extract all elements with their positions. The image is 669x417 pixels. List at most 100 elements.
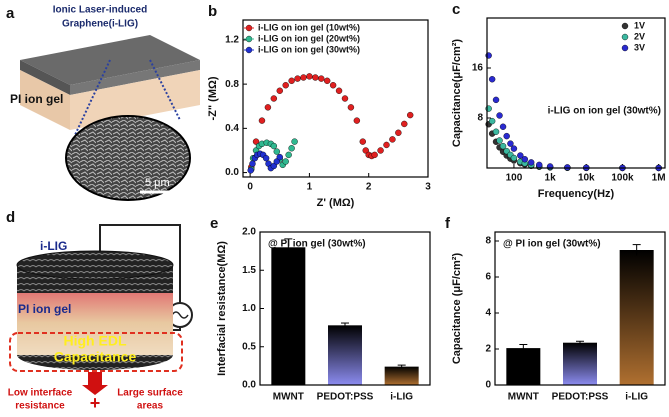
bar xyxy=(563,342,597,385)
legend-label: 3V xyxy=(634,42,645,52)
data-point xyxy=(359,138,366,145)
zoom-line xyxy=(149,59,181,121)
data-point xyxy=(300,74,307,81)
panel-label: e xyxy=(210,215,218,232)
x-axis-label: Frequency(Hz) xyxy=(538,188,615,200)
y-tick-label: 0.8 xyxy=(225,79,239,90)
y-axis-label: Capacitance (μF/cm²) xyxy=(451,253,463,365)
data-point xyxy=(249,160,256,167)
data-point xyxy=(273,148,280,155)
plot-frame xyxy=(494,231,666,386)
data-point xyxy=(401,120,408,128)
data-point xyxy=(288,77,295,85)
y-tick-label: 8 xyxy=(477,113,483,124)
highlight-text: High EDL xyxy=(64,333,127,349)
panel-a: a Ionic Laser-induced Graphene(i-LIG) PI… xyxy=(6,5,200,201)
y-tick-label: 0.0 xyxy=(242,380,256,391)
legend-label: 2V xyxy=(634,31,645,41)
note: resistance xyxy=(15,401,65,412)
data-point xyxy=(527,159,535,166)
annotation: @ PI ion gel (30wt%) xyxy=(503,239,601,250)
legend-label: i-LIG on ion gel (30wt%) xyxy=(258,44,360,54)
data-point xyxy=(496,112,503,119)
x-tick-label: MWNT xyxy=(508,392,539,403)
data-point xyxy=(252,138,260,145)
bar xyxy=(328,325,362,385)
data-point xyxy=(282,158,289,165)
bar xyxy=(619,250,654,385)
data-point xyxy=(276,87,283,94)
y-tick-label: 1.0 xyxy=(242,303,256,314)
y-tick-label: 16 xyxy=(472,63,484,74)
x-tick-label: 2 xyxy=(366,182,372,193)
data-point xyxy=(362,147,369,154)
data-point xyxy=(492,128,500,135)
data-point xyxy=(389,136,396,143)
y-tick-label: 2 xyxy=(485,344,491,355)
data-point xyxy=(521,156,529,163)
plot-frame xyxy=(259,231,431,386)
panel-label: a xyxy=(6,5,15,22)
data-point xyxy=(270,95,278,102)
data-point xyxy=(496,137,503,144)
graphene-side xyxy=(70,60,200,95)
y-tick-label: 0 xyxy=(485,380,491,391)
x-tick-label: i-LIG xyxy=(390,392,413,403)
data-point xyxy=(247,167,254,174)
panel-label: b xyxy=(208,3,217,20)
data-point xyxy=(407,111,414,119)
data-point xyxy=(306,73,313,80)
title-line: Graphene(i-LIG) xyxy=(62,19,138,30)
panel-label: c xyxy=(452,1,460,18)
layer-label: PI ion gel xyxy=(18,302,71,316)
y-tick-label: 8 xyxy=(485,236,491,247)
data-point xyxy=(285,151,292,159)
data-point xyxy=(536,161,543,169)
lig-top xyxy=(16,250,174,280)
y-axis-label: Capacitance(μF/cm²) xyxy=(451,39,463,148)
y-tick-label: 0.0 xyxy=(225,167,239,178)
x-tick-label: 100k xyxy=(611,173,634,184)
ac-symbol xyxy=(171,311,189,319)
layer-label: PI ion gel xyxy=(10,92,63,106)
data-point xyxy=(564,164,571,171)
legend-marker xyxy=(621,22,629,30)
panel-label: f xyxy=(445,215,451,232)
y-tick-label: 2.0 xyxy=(242,227,256,238)
data-point xyxy=(323,77,331,85)
data-point xyxy=(288,145,295,152)
y-axis-label: -Z" (MΩ) xyxy=(207,76,219,120)
data-point xyxy=(318,75,325,82)
plus: + xyxy=(90,393,101,413)
data-point xyxy=(347,104,355,111)
x-tick-label: 1k xyxy=(545,173,557,184)
data-point xyxy=(492,96,500,104)
note: Low interface xyxy=(8,388,73,399)
panel-label: d xyxy=(6,209,15,226)
data-point xyxy=(510,154,518,162)
data-point xyxy=(353,117,361,124)
data-point xyxy=(273,158,280,165)
x-tick-label: 100 xyxy=(506,173,523,184)
sem-image xyxy=(65,115,191,201)
legend-label: 1V xyxy=(634,20,645,30)
annotation: i-LIG on ion gel (30wt%) xyxy=(548,106,661,117)
data-point xyxy=(395,129,402,136)
y-tick-label: 0.5 xyxy=(242,341,256,352)
data-point xyxy=(510,145,518,152)
note: Large surface xyxy=(117,388,183,399)
y-tick-label: 6 xyxy=(485,272,491,283)
panel-d: d i-LIG PI ion gel High EDL Capacitance … xyxy=(6,209,193,413)
scale-label: 5 μm xyxy=(145,177,170,189)
annotation: @ PI ion gel (30wt%) xyxy=(268,239,366,250)
data-point xyxy=(335,87,343,94)
y-tick-label: 1.5 xyxy=(242,265,256,276)
data-point xyxy=(291,138,298,145)
data-point xyxy=(499,123,507,130)
data-point xyxy=(294,75,301,82)
legend-marker xyxy=(621,44,629,52)
highlight-text: Capacitance xyxy=(54,349,137,365)
bar xyxy=(271,247,306,385)
x-tick-label: MWNT xyxy=(273,392,304,403)
